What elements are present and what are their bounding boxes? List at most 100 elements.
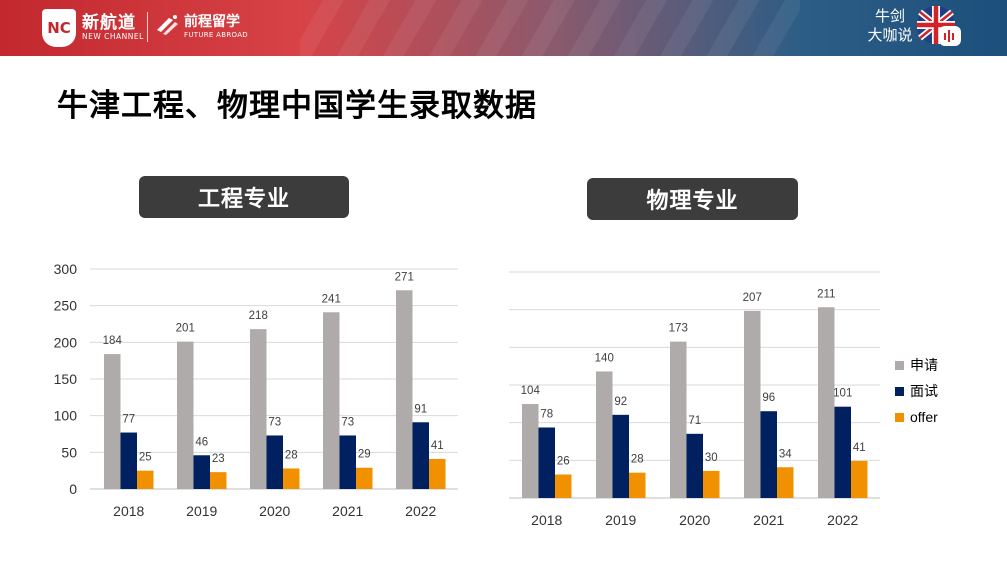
- logo-name: 新航道: [82, 13, 136, 33]
- data-label: 101: [833, 388, 852, 400]
- bar: [538, 427, 555, 498]
- y-tick-label: 0: [69, 481, 77, 497]
- bar: [137, 470, 154, 489]
- x-tick-label: 2018: [531, 512, 562, 528]
- bar: [834, 406, 851, 498]
- data-label: 104: [521, 385, 541, 397]
- data-label: 30: [705, 452, 718, 464]
- bar: [323, 312, 340, 489]
- uk-flag-podcast-icon: [917, 6, 961, 46]
- legend-entry: offer: [910, 409, 938, 425]
- bar: [177, 341, 194, 489]
- bar: [596, 371, 613, 498]
- x-tick-label: 2021: [332, 503, 363, 519]
- x-tick-label: 2020: [679, 512, 710, 528]
- bar: [686, 433, 703, 498]
- legend-swatch: [895, 387, 904, 396]
- data-label: 271: [395, 271, 414, 283]
- y-tick-label: 100: [54, 408, 78, 424]
- bar: [555, 474, 572, 498]
- bar: [818, 307, 835, 498]
- data-label: 73: [341, 416, 354, 428]
- logo2-name: 前程留学: [184, 14, 240, 30]
- data-label: 28: [285, 449, 298, 461]
- future-abroad-logo-icon: [157, 15, 178, 35]
- engineering-section-label: 工程专业: [139, 176, 349, 218]
- logo-subtitle: NEW CHANNEL: [82, 32, 144, 41]
- bar: [777, 467, 794, 498]
- bar: [612, 414, 629, 498]
- logo-divider: [147, 12, 148, 42]
- bar: [396, 290, 413, 489]
- data-label: 218: [249, 310, 268, 322]
- bar: [851, 460, 868, 498]
- data-label: 77: [122, 414, 135, 426]
- physics-section-label: 物理专业: [587, 178, 798, 220]
- data-label: 41: [431, 440, 444, 452]
- bar: [629, 472, 646, 498]
- brand-right: 牛剑 大咖说: [862, 7, 918, 45]
- data-label: 207: [743, 292, 762, 304]
- bar: [210, 472, 227, 489]
- bar: [266, 435, 283, 489]
- bar: [120, 432, 137, 489]
- x-tick-label: 2021: [753, 512, 784, 528]
- legend-entry: 申请: [910, 357, 938, 373]
- new-channel-logo-icon: NC: [42, 9, 76, 47]
- legend-entry: 面试: [910, 383, 938, 399]
- logo-mark-text: NC: [47, 19, 71, 37]
- data-label: 173: [669, 323, 688, 335]
- bar: [283, 468, 300, 489]
- data-label: 29: [358, 449, 371, 461]
- y-tick-label: 200: [54, 334, 78, 350]
- data-label: 46: [195, 436, 208, 448]
- data-label: 211: [817, 288, 835, 300]
- brand-line2: 大咖说: [867, 26, 913, 44]
- header-banner: NC 新航道 NEW CHANNEL 前程留学 FUTURE ABROAD 牛剑…: [0, 0, 1007, 56]
- bar: [412, 422, 429, 489]
- y-tick-label: 50: [61, 444, 77, 460]
- data-label: 34: [779, 448, 792, 460]
- data-label: 71: [688, 415, 701, 427]
- data-label: 92: [614, 396, 627, 408]
- data-label: 201: [176, 323, 195, 335]
- bar: [703, 470, 720, 498]
- data-label: 78: [540, 408, 553, 420]
- legend-swatch: [895, 413, 904, 422]
- bar: [193, 455, 210, 489]
- data-label: 23: [212, 453, 225, 465]
- bar: [744, 310, 761, 498]
- y-tick-label: 300: [54, 261, 78, 277]
- data-label: 140: [595, 352, 614, 364]
- bar: [429, 458, 446, 489]
- bar: [250, 329, 267, 489]
- y-tick-label: 250: [54, 298, 78, 314]
- bar: [760, 411, 777, 498]
- x-tick-label: 2022: [405, 503, 436, 519]
- legend-swatch: [895, 361, 904, 370]
- data-label: 73: [268, 416, 281, 428]
- bar: [522, 403, 539, 498]
- data-label: 28: [631, 454, 644, 466]
- data-label: 96: [762, 392, 775, 404]
- x-tick-label: 2020: [259, 503, 290, 519]
- logo2-subtitle: FUTURE ABROAD: [184, 31, 248, 39]
- data-label: 184: [103, 335, 123, 347]
- bar: [339, 435, 356, 489]
- data-label: 26: [557, 455, 570, 467]
- page-title: 牛津工程、物理中国学生录取数据: [57, 88, 537, 124]
- x-tick-label: 2022: [827, 512, 858, 528]
- brand-line1: 牛剑: [874, 7, 905, 25]
- data-label: 241: [322, 293, 341, 305]
- x-tick-label: 2019: [186, 503, 217, 519]
- bar: [104, 354, 121, 489]
- data-label: 91: [414, 403, 427, 415]
- data-label: 41: [853, 442, 866, 454]
- x-tick-label: 2018: [113, 503, 144, 519]
- bar: [670, 341, 687, 498]
- bar: [356, 467, 373, 489]
- y-tick-label: 150: [54, 371, 78, 387]
- data-label: 25: [139, 452, 152, 464]
- x-tick-label: 2019: [605, 512, 636, 528]
